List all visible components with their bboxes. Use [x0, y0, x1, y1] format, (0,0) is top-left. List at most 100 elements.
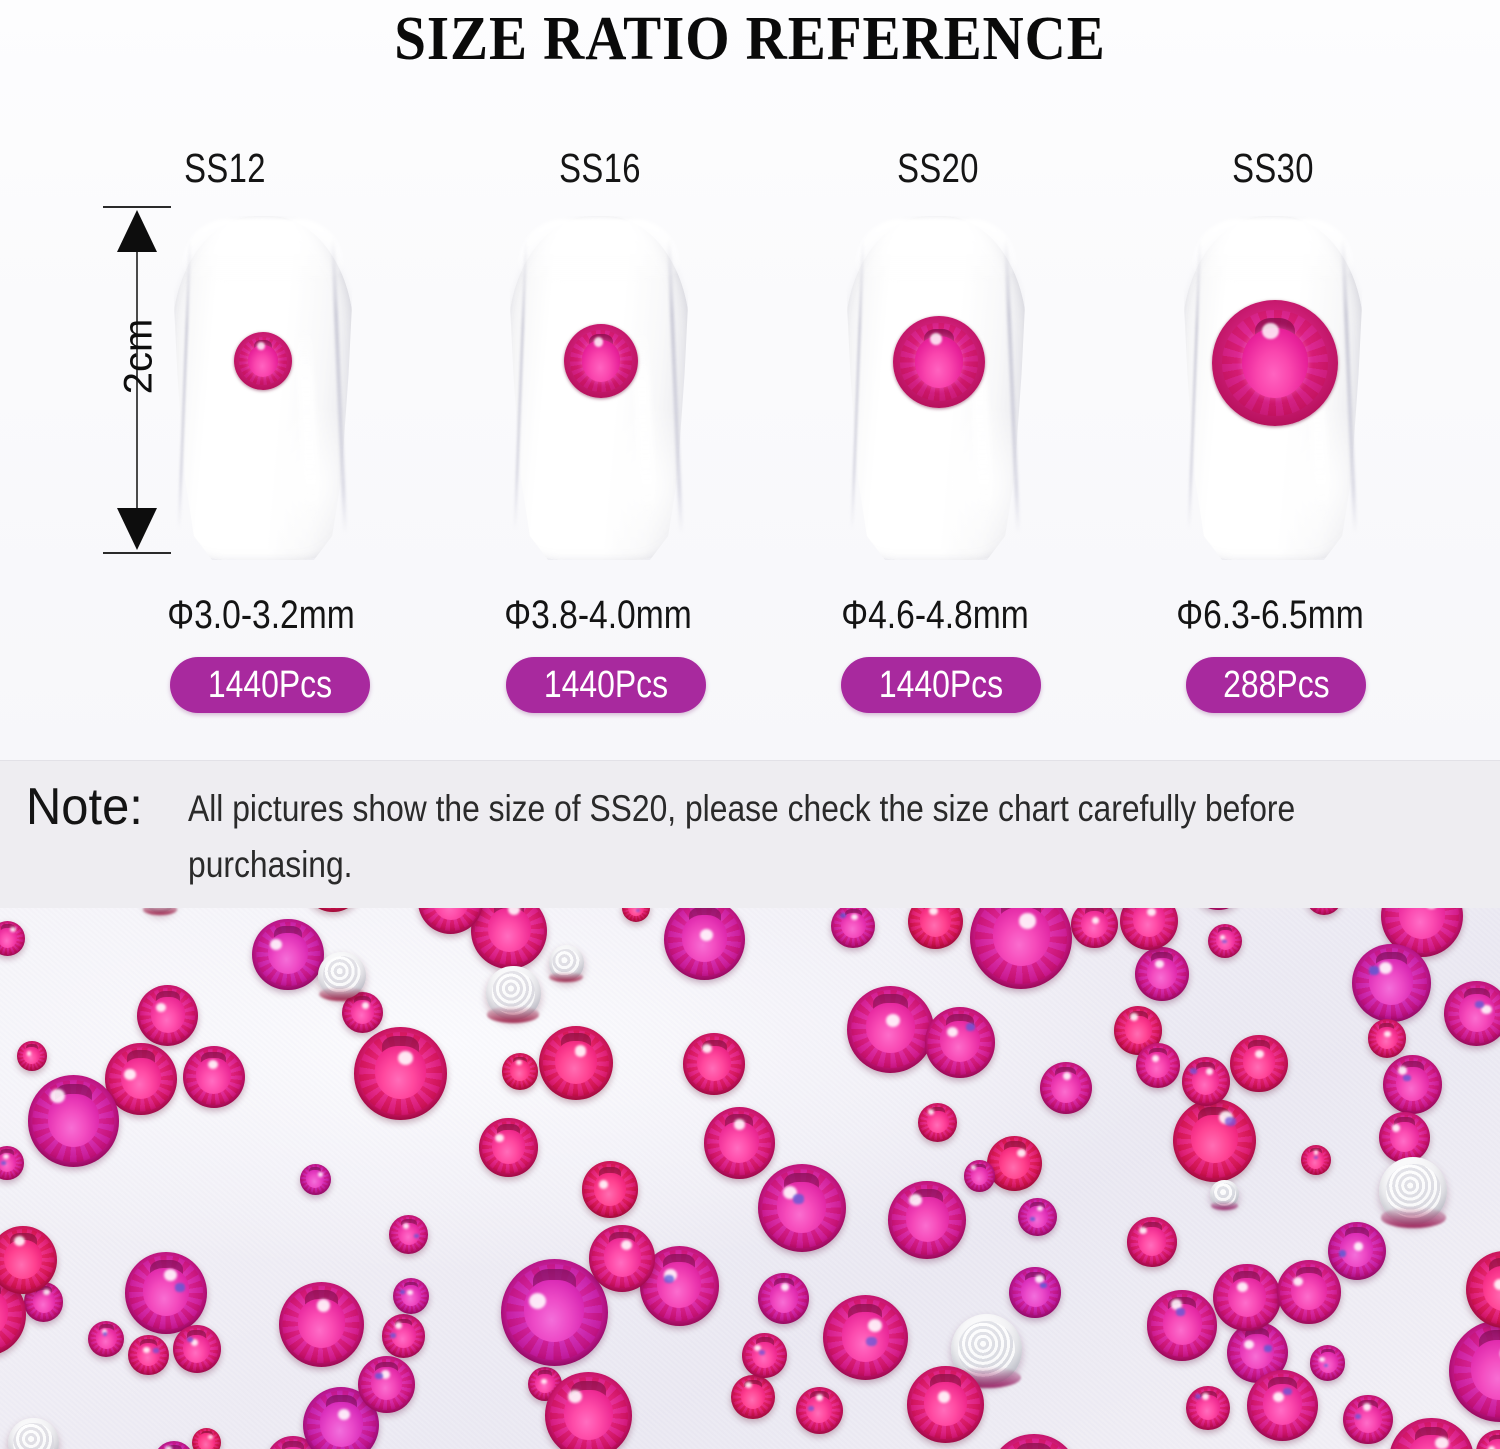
stone-sparkle	[1036, 1205, 1043, 1212]
rhinestone-ss16	[564, 324, 638, 398]
stone-sparkle	[733, 1118, 746, 1130]
rhinestone-stone	[620, 908, 651, 924]
size-label-ss16: SS16	[559, 145, 641, 191]
stone-sparkle	[1425, 908, 1439, 910]
stone-table	[1124, 1016, 1152, 1045]
rhinestone-foil-back	[1209, 1179, 1239, 1210]
gem-table	[1242, 327, 1308, 399]
stone-sparkle	[1435, 1436, 1449, 1449]
stone-sparkle	[1243, 1340, 1254, 1350]
rhinestone-ss12	[234, 332, 292, 390]
rhinestone-foil-back	[142, 908, 178, 915]
stone-sparkle	[208, 1434, 213, 1440]
stone-sparkle	[1017, 1148, 1027, 1158]
stone-table	[841, 1312, 890, 1362]
stone-sparkle	[909, 1194, 922, 1206]
stone-table	[0, 927, 18, 949]
rhinestone-stone	[501, 1052, 539, 1090]
stone-sparkle	[124, 1069, 136, 1080]
gem-sparkle	[593, 337, 604, 347]
dimension-label: 2cm	[116, 318, 161, 395]
diameter-ss12: Φ3.0-3.2mm	[167, 593, 355, 637]
rhinestone-stone	[379, 1312, 428, 1360]
stone-table	[1317, 1352, 1338, 1373]
stone-sparkle	[1392, 1124, 1401, 1132]
stone-sparkle	[1313, 1150, 1319, 1155]
stone-sparkle	[398, 1051, 413, 1066]
stone-blue-flash	[758, 1350, 765, 1355]
stone-sparkle	[929, 908, 938, 916]
stone-blue-flash	[375, 1372, 383, 1379]
stone-sparkle	[1146, 908, 1156, 917]
rhinestone-stone	[1203, 918, 1247, 963]
stone-sparkle	[1201, 1393, 1209, 1400]
rhinestone-stone	[0, 1226, 58, 1295]
stone-sparkle	[815, 1394, 824, 1402]
pieces-badge-ss12: 1440Pcs	[170, 657, 370, 713]
stone-table	[1081, 910, 1108, 938]
pieces-badge-ss30: 288Pcs	[1186, 657, 1366, 713]
rhinestone-stone	[15, 1063, 132, 1179]
nail-tip-ss12	[172, 216, 354, 560]
stone-sparkle	[26, 1051, 32, 1056]
rhinestone-stone	[125, 1252, 208, 1334]
stone-sparkle	[317, 1171, 323, 1177]
stone-blue-flash	[792, 1194, 805, 1204]
rhinestone-photo	[0, 908, 1500, 1449]
rhinestone-stone	[188, 1423, 226, 1449]
rhinestone-stone	[1174, 1050, 1237, 1113]
stone-sparkle	[744, 1381, 752, 1389]
arrow-up-icon	[117, 210, 157, 252]
stone-blue-flash	[153, 1348, 159, 1353]
stone-sparkle	[574, 1045, 587, 1057]
rhinestone-stone	[0, 1141, 29, 1185]
rhinestone-stone	[1038, 1060, 1094, 1116]
rhinestone-stone	[1362, 1014, 1412, 1063]
stone-side-edge	[143, 908, 177, 915]
stone-sparkle	[851, 913, 859, 921]
stone-sparkle	[50, 1088, 65, 1103]
rhinestone-foil-back	[1379, 1157, 1448, 1228]
rhinestone-stone	[907, 1366, 985, 1443]
gem-sparkle	[257, 342, 265, 350]
rhinestone-stone	[95, 1033, 187, 1125]
stone-sparkle	[1481, 1004, 1492, 1015]
stone-sparkle	[541, 1378, 547, 1384]
stone-sparkle	[1219, 935, 1226, 941]
rhinestone-stone	[1127, 939, 1197, 1009]
stone-sparkle	[337, 1408, 350, 1421]
stone-sparkle	[270, 938, 282, 950]
stone-blue-flash	[1314, 1155, 1319, 1159]
rhinestone-stone	[1135, 1043, 1180, 1088]
stone-sparkle	[507, 908, 520, 915]
stone-crown	[281, 1441, 304, 1449]
rhinestone-stone	[299, 1163, 331, 1195]
rhinestone-stone	[295, 908, 371, 921]
rhinestone-stone	[1322, 1216, 1391, 1286]
stone-table	[1482, 1266, 1500, 1312]
size-chart-panel: SIZE RATIO REFERENCE 2cm SS12 SS16 SS20 …	[0, 0, 1500, 760]
stone-blue-flash	[1475, 1000, 1484, 1008]
stone-sparkle	[1035, 1275, 1044, 1284]
stone-sparkle	[165, 1446, 172, 1449]
stone-table	[594, 1172, 626, 1206]
rhinestone-stone	[479, 1118, 538, 1177]
rhinestone-stone	[742, 1332, 788, 1378]
rhinestone-stone	[694, 1098, 784, 1188]
rhinestone-stone	[964, 908, 1078, 995]
stone-sparkle	[1237, 1281, 1248, 1292]
stone-table	[432, 908, 470, 920]
stone-sparkle	[402, 1223, 409, 1229]
rhinestone-stone	[126, 1332, 171, 1378]
rhinestone-stone	[532, 1019, 621, 1107]
rhinestone-stone	[1338, 1389, 1398, 1449]
stone-blue-flash	[1175, 1308, 1185, 1316]
stone-sparkle	[1139, 1226, 1148, 1234]
stone-body	[1193, 908, 1244, 911]
stone-side-edge	[1380, 1207, 1447, 1228]
stone-blue-flash	[1263, 1345, 1272, 1352]
stone-side-edge	[319, 986, 365, 1001]
stone-table	[1196, 1394, 1221, 1421]
arrow-down-icon	[117, 508, 157, 550]
